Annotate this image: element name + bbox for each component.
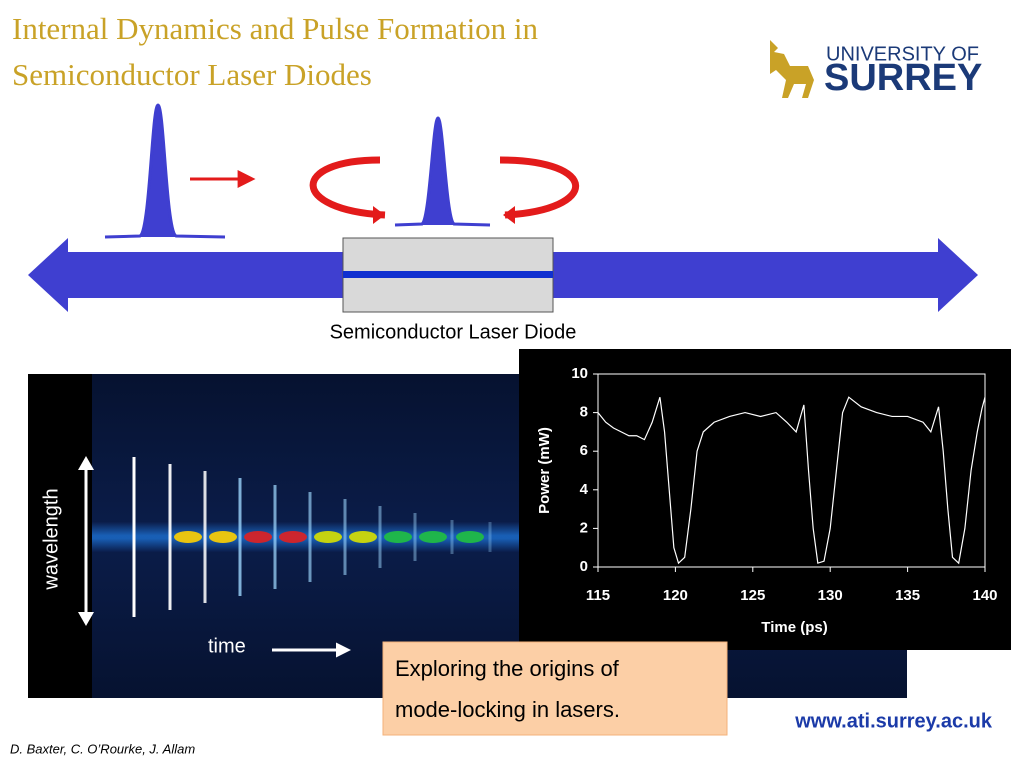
chart-panel (519, 349, 1011, 650)
x-tick-label: 120 (663, 587, 688, 604)
logo-text: UNIVERSITY OF (826, 43, 979, 65)
pulse-spot (314, 531, 342, 543)
pulse-streak (378, 506, 382, 568)
pulse (104, 103, 226, 239)
diagram-label: Semiconductor Laser Diode (330, 321, 577, 343)
title-line: Semiconductor Laser Diodes (12, 57, 372, 92)
roundtrip-arrow (499, 156, 580, 219)
y-axis-label: Power (mW) (536, 427, 553, 514)
y-tick-label: 0 (580, 558, 588, 575)
pulse-streak (488, 522, 492, 552)
y-axis-label: wavelength (40, 488, 62, 590)
arrow-head (373, 206, 385, 224)
pulse-spot (456, 531, 484, 543)
title-line: Internal Dynamics and Pulse Formation in (12, 11, 539, 46)
power-trace (597, 396, 986, 565)
roundtrip-arrow (309, 156, 386, 219)
pulse (394, 116, 491, 227)
y-tick-label: 2 (580, 519, 588, 536)
pulse-streak (413, 513, 417, 561)
callout-text: mode-locking in lasers. (395, 697, 620, 722)
pulse-streak (450, 520, 454, 554)
pulse-spot (279, 531, 307, 543)
y-tick-label: 10 (571, 365, 588, 382)
x-tick-label: 125 (740, 587, 765, 604)
pulse-spot (349, 531, 377, 543)
x-tick-label: 130 (818, 587, 843, 604)
logo-text: SURREY (824, 57, 982, 99)
pulse-streak (168, 464, 172, 610)
authors: D. Baxter, C. O’Rourke, J. Allam (10, 741, 195, 756)
pulse-spot (419, 531, 447, 543)
logo-stag (770, 40, 814, 98)
callout-box (382, 641, 728, 736)
x-tick-label: 140 (972, 587, 997, 604)
pulse-spot (384, 531, 412, 543)
arrow-head (503, 206, 515, 224)
y-tick-label: 4 (580, 481, 589, 498)
url: www.ati.surrey.ac.uk (794, 710, 993, 732)
x-tick-label: 135 (895, 587, 920, 604)
spectrogram-margin (28, 374, 92, 698)
x-tick-label: 115 (586, 587, 610, 604)
callout-text: Exploring the origins of (395, 656, 620, 681)
chart: 0 2 4 6 8 10 115 120 125 130 135 140 Time (ps) Power … (536, 365, 998, 636)
pulse-streak (308, 492, 312, 582)
plot-frame (597, 373, 986, 568)
pulse-streak (273, 485, 277, 589)
pulse-spot (244, 531, 272, 543)
waveguide (343, 271, 553, 278)
x-axis-label: Time (ps) (761, 619, 827, 636)
pulse-spot (174, 531, 202, 543)
y-tick-label: 6 (580, 442, 588, 459)
pulse-streak (343, 499, 347, 575)
pulse-streak (203, 471, 207, 603)
pulse-streak (132, 457, 136, 617)
pulse-spot (209, 531, 237, 543)
y-tick-label: 8 (580, 404, 588, 421)
pulse-streak (238, 478, 242, 596)
x-axis-label: time (208, 635, 246, 657)
